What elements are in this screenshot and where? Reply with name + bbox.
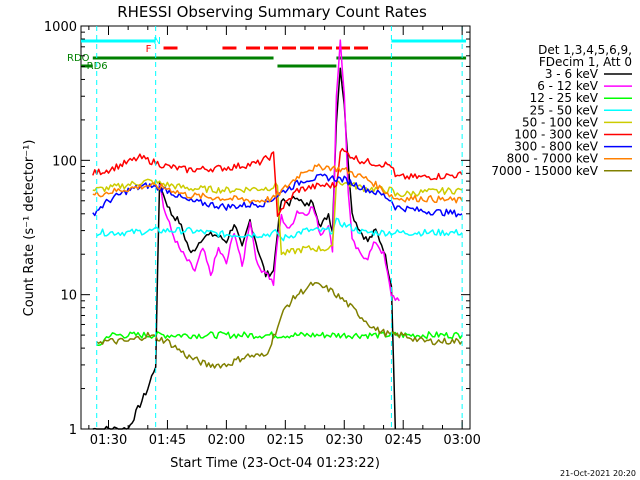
legend-label-50-100-kev: 50 - 100 keV — [522, 115, 599, 129]
plot-frame — [80, 25, 471, 430]
legend: Det 1,3,4,5,6,9, FDecim 1, Att 0 3 - 6 k… — [491, 43, 632, 178]
series-line-7000-15000-kev — [96, 281, 463, 369]
vertical-markers — [96, 26, 463, 429]
y-axis-label: Count Rate (s⁻¹ detector⁻¹) — [22, 140, 37, 317]
footer-date: 21-Oct-2021 20:20 — [560, 469, 636, 478]
x-tick-label: 02:00 — [208, 433, 245, 448]
x-tick-label: 02:15 — [267, 433, 304, 448]
legend-label-300-800-kev: 300 - 800 keV — [514, 140, 598, 154]
y-tick-label: 1 — [69, 423, 77, 438]
observing-flags: NFRDORD6 — [67, 36, 467, 72]
legend-header-1: Det 1,3,4,5,6,9, — [538, 43, 632, 57]
series-group — [92, 39, 463, 430]
legend-label-3-6-kev: 3 - 6 keV — [545, 67, 599, 81]
flag-label-rdo: RDO — [67, 53, 90, 64]
y-tick-label: 100 — [52, 154, 77, 169]
flag-label-n: N — [153, 36, 160, 47]
flag-label-f: F — [146, 44, 152, 55]
legend-header-2: FDecim 1, Att 0 — [539, 55, 632, 69]
chart-title: RHESSI Observing Summary Count Rates — [117, 3, 427, 21]
series-line-100-300-kev — [92, 147, 463, 217]
x-tick-label: 01:30 — [90, 433, 127, 448]
legend-label-12-25-kev: 12 - 25 keV — [530, 91, 599, 105]
y-tick-label: 10 — [60, 289, 77, 304]
series-line-12-25-kev — [96, 331, 463, 346]
legend-label-25-50-kev: 25 - 50 keV — [530, 103, 599, 117]
y-tick-label: 1000 — [44, 20, 77, 35]
legend-label-6-12-kev: 6 - 12 keV — [537, 79, 599, 93]
legend-label-7000-15000-kev: 7000 - 15000 keV — [491, 164, 598, 178]
x-tick-label: 02:45 — [384, 433, 421, 448]
series-line-800-7000-kev — [92, 163, 463, 204]
series-line-3-6-kev — [92, 67, 397, 430]
series-line-300-800-kev — [92, 173, 463, 218]
x-tick-label: 02:30 — [326, 433, 363, 448]
y-axis-ticks: 1 10 100 1000 — [44, 20, 470, 438]
legend-label-100-300-kev: 100 - 300 keV — [514, 128, 598, 142]
x-tick-label: 01:45 — [149, 433, 186, 448]
plot-area — [80, 25, 471, 430]
x-tick-label: 03:00 — [443, 433, 480, 448]
series-line-25-50-kev — [96, 217, 463, 242]
x-axis-ticks: 01:30 01:45 02:00 02:15 02:30 02:45 03:00 — [88, 26, 481, 448]
x-axis-label: Start Time (23-Oct-04 01:23:22) — [170, 456, 380, 471]
legend-label-800-7000-kev: 800 - 7000 keV — [507, 152, 599, 166]
